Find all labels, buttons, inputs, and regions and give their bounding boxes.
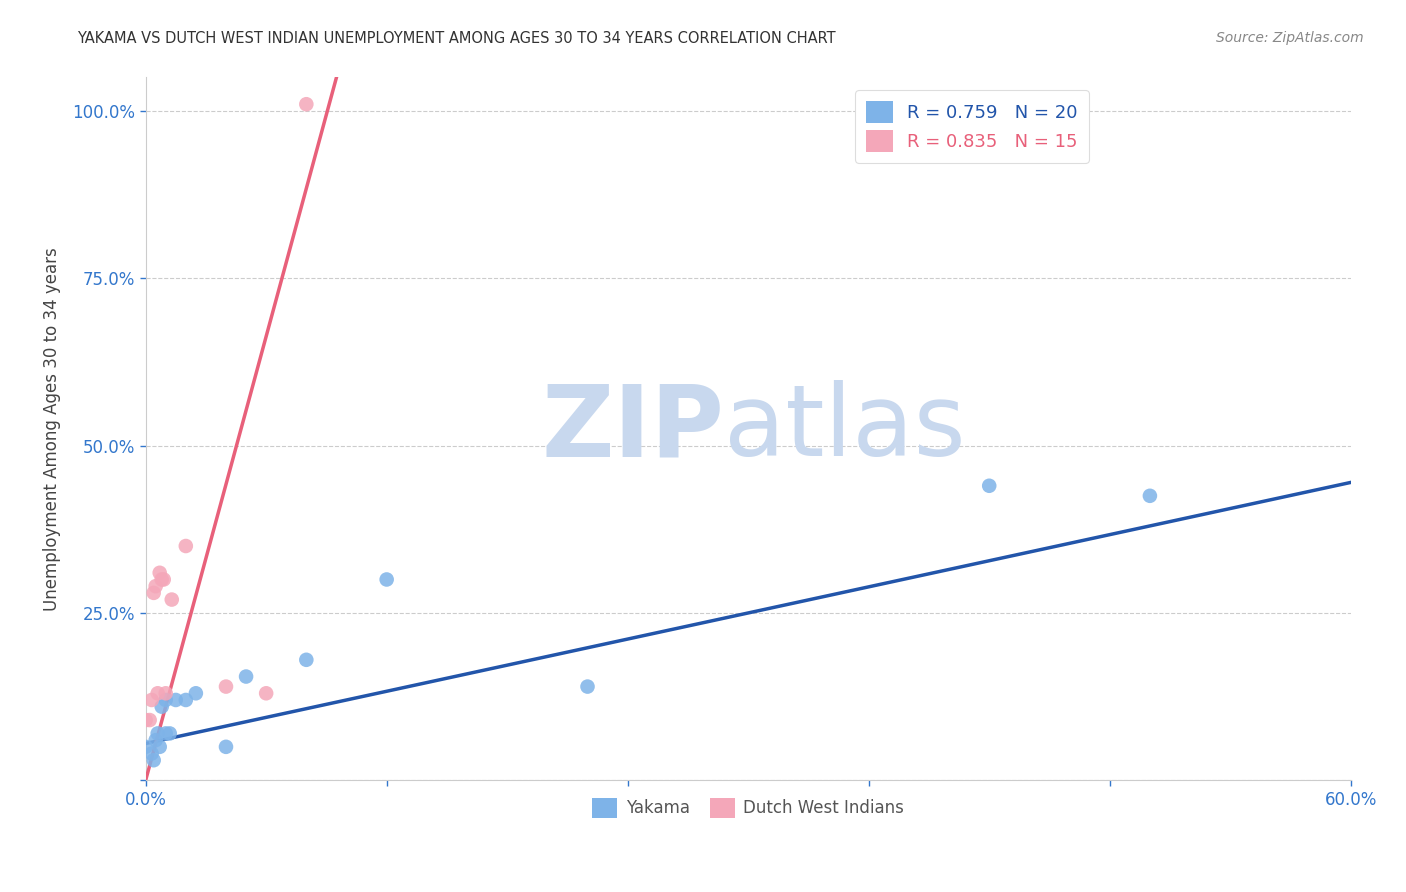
Point xyxy=(160,592,183,607)
Point xyxy=(155,686,177,700)
Point xyxy=(141,693,163,707)
Point xyxy=(150,573,173,587)
Point xyxy=(184,686,207,700)
Text: YAKAMA VS DUTCH WEST INDIAN UNEMPLOYMENT AMONG AGES 30 TO 34 YEARS CORRELATION C: YAKAMA VS DUTCH WEST INDIAN UNEMPLOYMENT… xyxy=(77,31,837,46)
Point xyxy=(142,586,165,600)
Point xyxy=(135,739,157,754)
Point xyxy=(165,693,187,707)
Text: ZIP: ZIP xyxy=(541,380,724,477)
Point xyxy=(254,686,277,700)
Point xyxy=(146,686,169,700)
Point xyxy=(375,573,398,587)
Point xyxy=(145,733,167,747)
Point xyxy=(295,653,318,667)
Point xyxy=(215,739,238,754)
Point xyxy=(149,739,172,754)
Text: Source: ZipAtlas.com: Source: ZipAtlas.com xyxy=(1216,31,1364,45)
Text: atlas: atlas xyxy=(724,380,966,477)
Y-axis label: Unemployment Among Ages 30 to 34 years: Unemployment Among Ages 30 to 34 years xyxy=(44,247,60,611)
Point xyxy=(174,693,197,707)
Point xyxy=(155,693,177,707)
Point xyxy=(138,713,160,727)
Point xyxy=(174,539,197,553)
Point xyxy=(979,479,1001,493)
Legend: Yakama, Dutch West Indians: Yakama, Dutch West Indians xyxy=(586,791,911,825)
Point xyxy=(141,747,163,761)
Point xyxy=(146,726,169,740)
Point xyxy=(149,566,172,580)
Point xyxy=(235,669,257,683)
Point xyxy=(145,579,167,593)
Point xyxy=(150,699,173,714)
Point xyxy=(159,726,181,740)
Point xyxy=(135,713,157,727)
Point xyxy=(155,726,177,740)
Point xyxy=(1139,489,1161,503)
Point xyxy=(295,97,318,112)
Point xyxy=(142,753,165,767)
Point xyxy=(152,573,174,587)
Point xyxy=(215,680,238,694)
Point xyxy=(576,680,599,694)
